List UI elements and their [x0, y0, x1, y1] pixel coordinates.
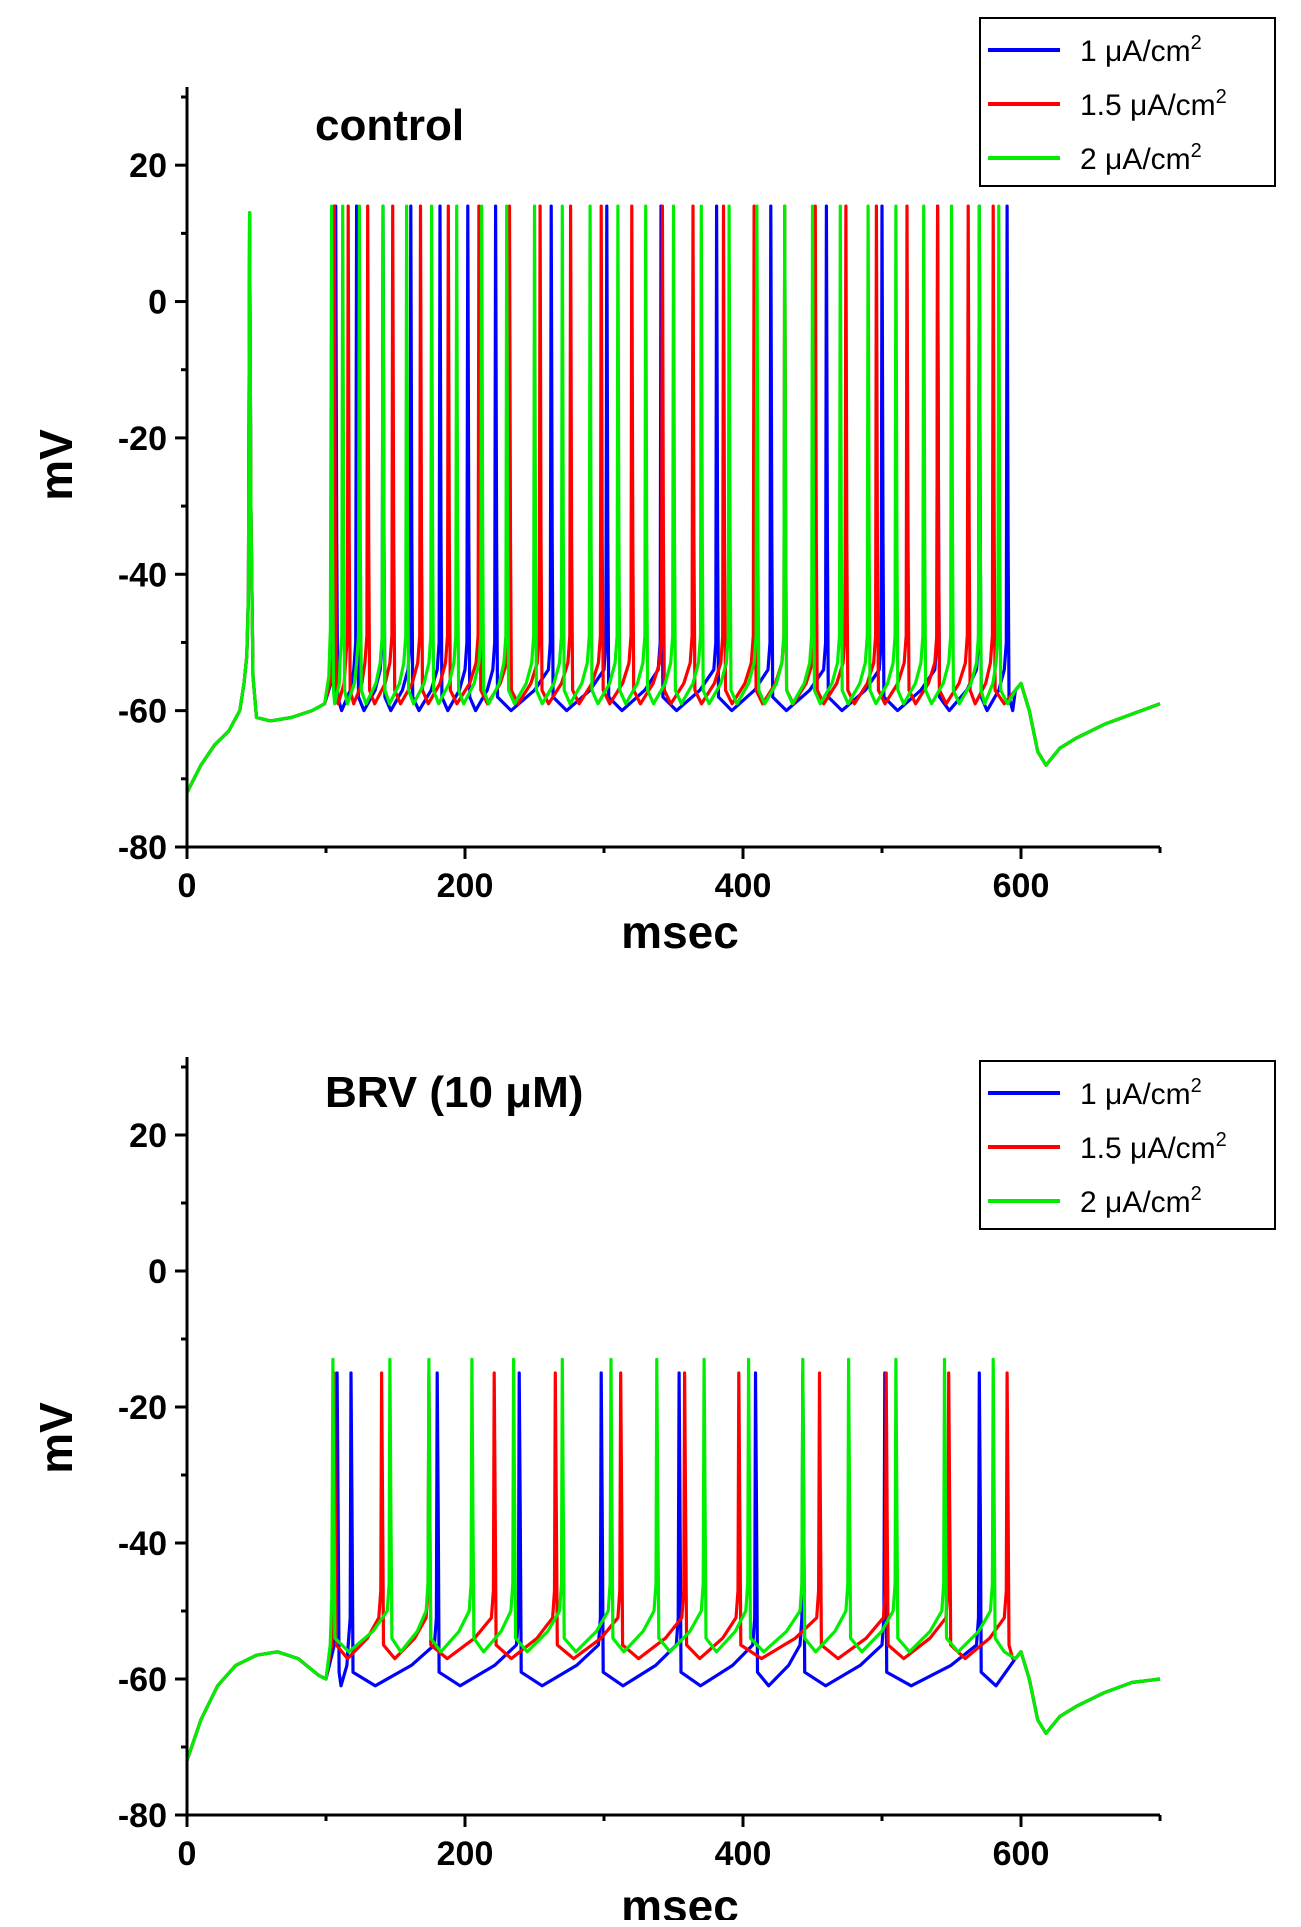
- legend-label-superscript: 2: [1216, 1129, 1227, 1151]
- x-tick-label: 400: [715, 1835, 772, 1873]
- y-tick-label: -60: [118, 1661, 167, 1699]
- y-tick-label: -80: [118, 829, 167, 867]
- chart-title: control: [315, 101, 464, 150]
- x-tick-label: 600: [993, 867, 1050, 905]
- y-tick-label: -60: [118, 693, 167, 731]
- legend-label: 1.5 μA/cm2: [1080, 1129, 1227, 1165]
- x-axis-title: msec: [621, 1880, 739, 1920]
- legend-label-main: 1.5 μA/cm: [1080, 89, 1216, 122]
- legend-label-main: 1 μA/cm: [1080, 35, 1191, 68]
- legend-label-superscript: 2: [1191, 1183, 1202, 1205]
- legend-label-superscript: 2: [1191, 140, 1202, 162]
- y-tick-label: 20: [129, 1117, 167, 1155]
- chart-title: BRV (10 μM): [325, 1068, 583, 1117]
- series-line-3: [185, 204, 1161, 794]
- y-tick-label: 0: [148, 284, 167, 322]
- legend-label: 2 μA/cm2: [1080, 140, 1202, 176]
- x-tick-label: 200: [437, 867, 494, 905]
- legend-label-main: 2 μA/cm: [1080, 143, 1191, 176]
- legend-label-main: 1.5 μA/cm: [1080, 1132, 1216, 1165]
- legend-label-superscript: 2: [1191, 1075, 1202, 1097]
- series-line-1: [185, 204, 1161, 794]
- traces-group: [185, 204, 1161, 794]
- legend-label-main: 1 μA/cm: [1080, 1078, 1191, 1111]
- legend-label-main: 2 μA/cm: [1080, 1186, 1191, 1219]
- legend-label: 2 μA/cm2: [1080, 1183, 1202, 1219]
- x-axis-title: msec: [621, 906, 739, 958]
- x-tick-label: 600: [993, 1835, 1050, 1873]
- x-tick-label: 0: [178, 1835, 197, 1873]
- y-tick-label: 0: [148, 1253, 167, 1291]
- x-tick-label: 400: [715, 867, 772, 905]
- legend-label: 1.5 μA/cm2: [1080, 86, 1227, 122]
- y-axis-title: mV: [30, 1402, 82, 1474]
- y-tick-label: -40: [118, 556, 167, 594]
- legend-label: 1 μA/cm2: [1080, 1075, 1202, 1111]
- y-axis-title: mV: [30, 429, 82, 501]
- legend-label-superscript: 2: [1191, 32, 1202, 54]
- panel-brv: -80 -60 -40 -20 0 20 0 200 400 600 BRV (10 μM) ms…: [0, 960, 1301, 1920]
- y-tick-label: -40: [118, 1525, 167, 1563]
- series-line-2: [185, 1371, 1161, 1762]
- y-tick-label: 20: [129, 147, 167, 185]
- series-line-2: [185, 204, 1161, 794]
- legend-label: 1 μA/cm2: [1080, 32, 1202, 68]
- y-tick-label: -20: [118, 1389, 167, 1427]
- traces-group: [185, 1357, 1161, 1762]
- x-tick-label: 0: [178, 867, 197, 905]
- legend-label-superscript: 2: [1216, 86, 1227, 108]
- y-tick-label: -20: [118, 420, 167, 458]
- y-tick-label: -80: [118, 1797, 167, 1835]
- x-tick-label: 200: [437, 1835, 494, 1873]
- panel-control: -80 -60 -40 -20 0 20 0 200 400 600 control msec m…: [0, 0, 1301, 960]
- series-line-3: [185, 1357, 1161, 1762]
